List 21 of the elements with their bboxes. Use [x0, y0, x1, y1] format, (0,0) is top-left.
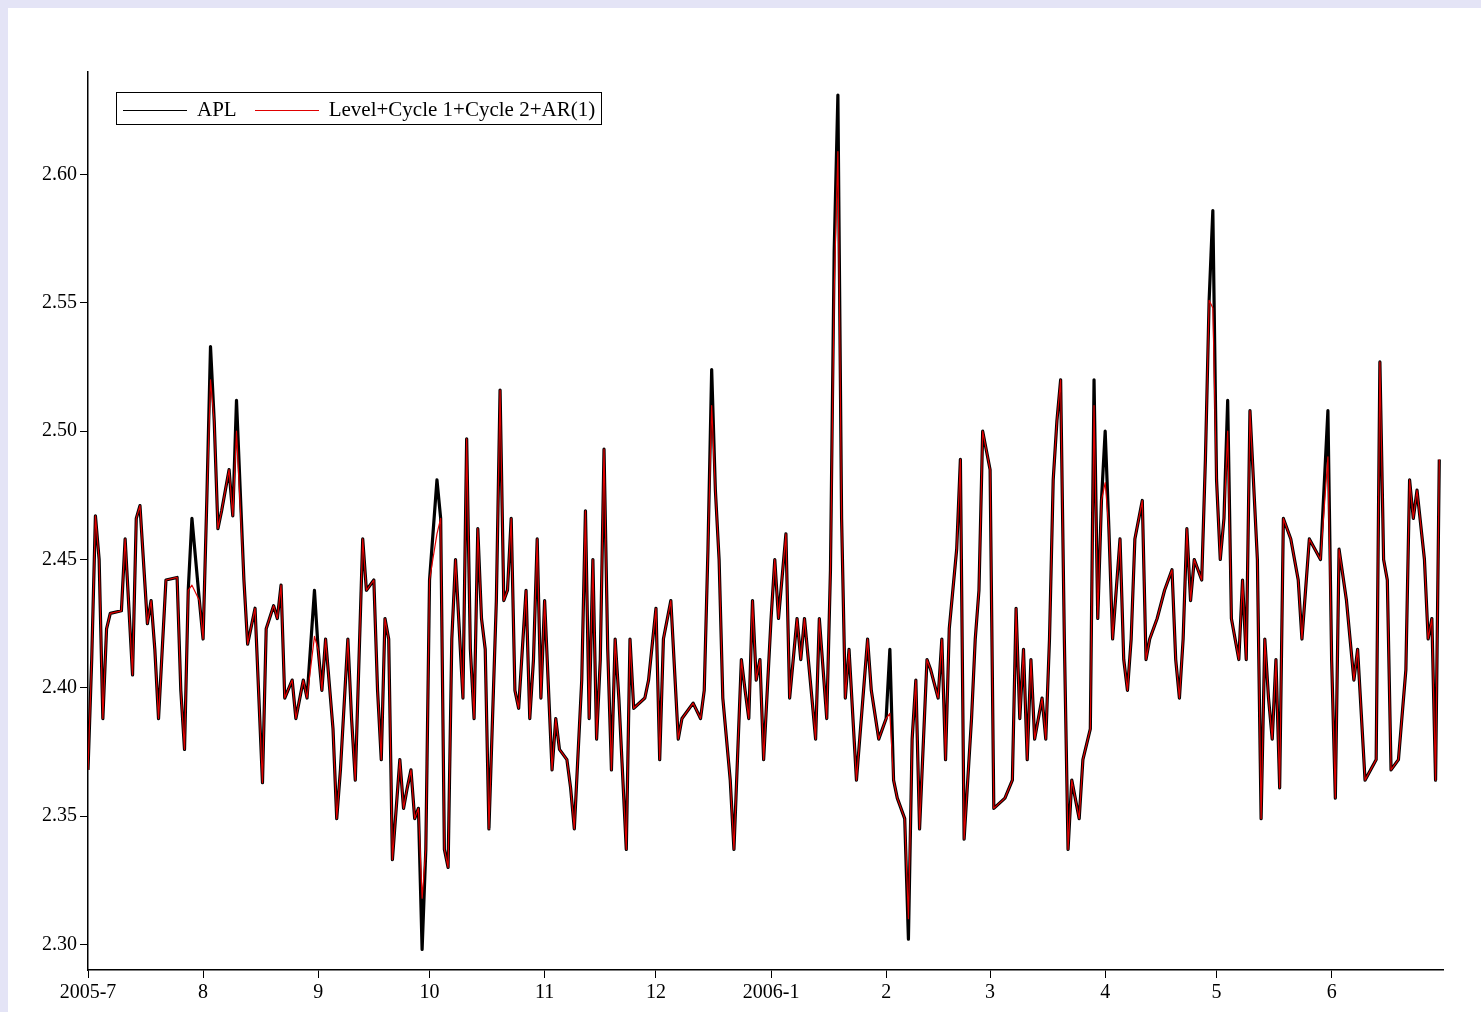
y-tick-label: 2.50: [42, 418, 77, 441]
x-tick-label: 5: [1211, 980, 1222, 1003]
x-tick-label: 8: [198, 980, 209, 1003]
y-tick-label: 2.60: [42, 161, 77, 184]
y-tick-label: 2.30: [42, 931, 77, 954]
x-tick-label: 11: [534, 980, 555, 1003]
x-tick-label: 2006-1: [742, 980, 800, 1003]
x-tick-label: 2: [881, 980, 892, 1003]
legend-label: APL: [197, 96, 237, 121]
x-tick-label: 4: [1100, 980, 1111, 1003]
x-tick-label: 9: [313, 980, 324, 1003]
legend-label: Level+Cycle 1+Cycle 2+AR(1): [328, 96, 596, 121]
x-tick-label: 2005-7: [59, 980, 117, 1003]
y-tick-label: 2.40: [42, 675, 77, 698]
x-tick-label: 3: [985, 980, 996, 1003]
y-tick-label: 2.55: [42, 290, 77, 313]
y-tick-label: 2.35: [42, 803, 77, 826]
x-tick-label: 12: [645, 980, 666, 1003]
x-tick-label: 6: [1326, 980, 1337, 1003]
x-tick-label: 10: [419, 980, 440, 1003]
y-tick-label: 2.45: [42, 546, 77, 569]
